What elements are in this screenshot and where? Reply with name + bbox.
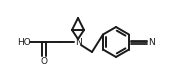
Text: HO: HO [17, 38, 31, 46]
Text: N: N [75, 38, 81, 46]
Text: O: O [40, 57, 47, 66]
Text: N: N [148, 38, 155, 46]
